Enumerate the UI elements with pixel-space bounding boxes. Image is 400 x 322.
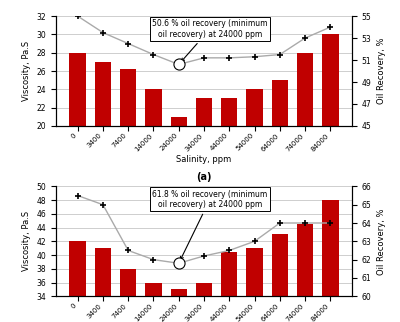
Bar bbox=[322, 34, 338, 309]
Bar bbox=[221, 99, 238, 309]
Text: 61.8 % oil recovery (minimum
oil recovery) at 24000 ppm: 61.8 % oil recovery (minimum oil recover… bbox=[152, 190, 268, 260]
Bar bbox=[297, 224, 313, 322]
Text: 50.6 % oil recovery (minimum
oil recovery) at 24000 ppm: 50.6 % oil recovery (minimum oil recover… bbox=[152, 19, 268, 62]
Bar bbox=[145, 89, 162, 309]
Bar bbox=[120, 69, 136, 309]
Bar bbox=[170, 117, 187, 309]
X-axis label: Salinity, ppm: Salinity, ppm bbox=[176, 155, 232, 164]
Y-axis label: Oil Recovery, %: Oil Recovery, % bbox=[377, 38, 386, 104]
Y-axis label: Viscosity, Pa.S: Viscosity, Pa.S bbox=[22, 211, 31, 271]
Y-axis label: Viscosity, Pa.S: Viscosity, Pa.S bbox=[22, 41, 31, 101]
Bar bbox=[221, 251, 238, 322]
Bar bbox=[246, 248, 263, 322]
Bar bbox=[70, 53, 86, 309]
Bar bbox=[297, 53, 313, 309]
Bar bbox=[322, 200, 338, 322]
Y-axis label: Oil Recovery, %: Oil Recovery, % bbox=[377, 208, 386, 275]
Bar bbox=[70, 241, 86, 322]
Bar bbox=[272, 234, 288, 322]
Text: (a): (a) bbox=[196, 172, 212, 182]
Bar bbox=[95, 62, 111, 309]
Bar bbox=[95, 248, 111, 322]
Bar bbox=[120, 269, 136, 322]
Bar bbox=[196, 282, 212, 322]
Bar bbox=[196, 99, 212, 309]
Bar bbox=[170, 289, 187, 322]
Bar bbox=[145, 282, 162, 322]
Bar bbox=[272, 80, 288, 309]
Bar bbox=[246, 89, 263, 309]
